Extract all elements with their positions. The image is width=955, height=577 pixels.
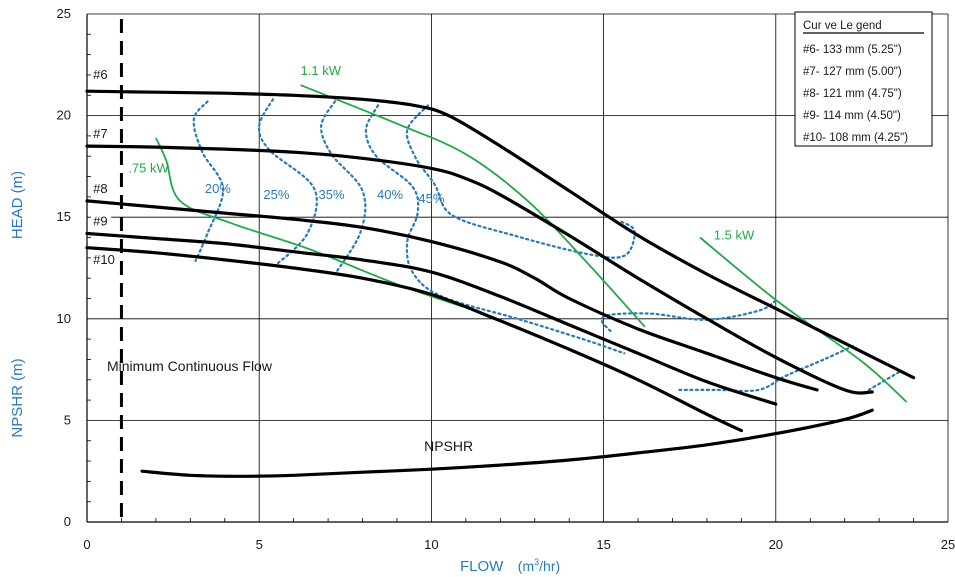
efficiency-contour — [364, 104, 626, 355]
y-tick-label: 20 — [57, 108, 71, 123]
x-tick-label: 15 — [596, 537, 610, 552]
x-axis-unit-tail: /hr) — [539, 558, 560, 574]
head-curves — [85, 89, 916, 478]
legend-title: Cur ve Le gend — [803, 20, 882, 32]
axis-ticks: 0 5 10 15 20 25 0 5 10 15 20 25 — [57, 6, 955, 552]
power-line — [300, 84, 646, 328]
series-line — [85, 144, 874, 395]
legend-entry: #8- 121 mm (4.75") — [803, 88, 902, 100]
efficiency-contour — [405, 104, 636, 259]
series-line — [85, 231, 778, 406]
x-tick-label: 5 — [256, 537, 263, 552]
x-tick-label: 20 — [769, 537, 783, 552]
y-tick-label: 25 — [57, 6, 71, 21]
efficiency-contour — [320, 100, 367, 276]
legend-entry: #9- 114 mm (4.50") — [803, 110, 901, 122]
efficiency-contour — [192, 100, 225, 262]
efficiency-contour — [600, 299, 777, 333]
power-label: .75 kW — [128, 160, 169, 175]
efficiency-contour — [678, 344, 857, 393]
curve-label-bg — [91, 213, 112, 229]
power-label: 1.1 kW — [301, 63, 342, 78]
x-tick-label: 0 — [83, 537, 90, 552]
legend-entry: #10- 108 mm (4.25") — [803, 132, 908, 144]
power-line — [699, 236, 908, 403]
y-axis-title-head: HEAD (m) — [9, 171, 26, 239]
x-axis-title: FLOW (m3/hr) — [460, 557, 560, 575]
efficiency-contour — [257, 98, 318, 268]
efficiency-contours: 20% 25% 35% 40% 45% — [192, 98, 901, 393]
curve-label-bg — [91, 180, 112, 196]
curve-label: #9 — [93, 213, 107, 228]
efficiency-label: 25% — [263, 187, 289, 202]
efficiency-label: 20% — [205, 181, 231, 196]
curve-label: #6 — [93, 67, 107, 82]
x-axis-unit: (m — [518, 558, 534, 574]
x-axis-unit-sup: 3 — [534, 557, 539, 567]
efficiency-label: 40% — [377, 187, 403, 202]
power-label: 1.5 kW — [714, 228, 755, 243]
y-tick-label: 5 — [64, 412, 71, 427]
curve-label-bg — [91, 251, 120, 267]
series-line — [85, 89, 916, 380]
curve-label-bg — [91, 125, 112, 141]
npshr-label: NPSHR — [424, 438, 473, 454]
y-axis-title-npshr: NPSHR (m) — [9, 358, 26, 437]
legend-box — [794, 11, 933, 147]
x-axis-label: FLOW — [460, 558, 504, 575]
series-line — [85, 246, 743, 433]
y-tick-label: 10 — [57, 311, 71, 326]
y-tick-label: 0 — [64, 514, 71, 529]
grid — [86, 13, 949, 523]
curve-label: #7 — [93, 126, 107, 141]
legend-entry: #6- 133 mm (5.25") — [803, 44, 902, 56]
power-lines: .75 kW 1.1 kW 1.5 kW — [128, 63, 908, 403]
x-tick-label: 10 — [424, 537, 438, 552]
min-flow-label: Minimum Continuous Flow — [107, 358, 273, 374]
x-tick-label: 25 — [941, 537, 955, 552]
series-line — [85, 199, 819, 392]
curve-label-bg — [91, 67, 112, 83]
legend: Cur ve Le gend #6- 133 mm (5.25") #7- 12… — [794, 11, 933, 147]
efficiency-label: 35% — [319, 187, 345, 202]
y-tick-label: 15 — [57, 209, 71, 224]
legend-entry: #7- 127 mm (5.00") — [803, 66, 902, 78]
curve-label: #8 — [93, 181, 107, 196]
curve-labels: #6 #7 #8 #9 #10 NPSHR — [91, 67, 473, 454]
curve-label: #10 — [93, 252, 115, 267]
efficiency-label: 45% — [418, 191, 444, 206]
series-line — [140, 408, 874, 478]
